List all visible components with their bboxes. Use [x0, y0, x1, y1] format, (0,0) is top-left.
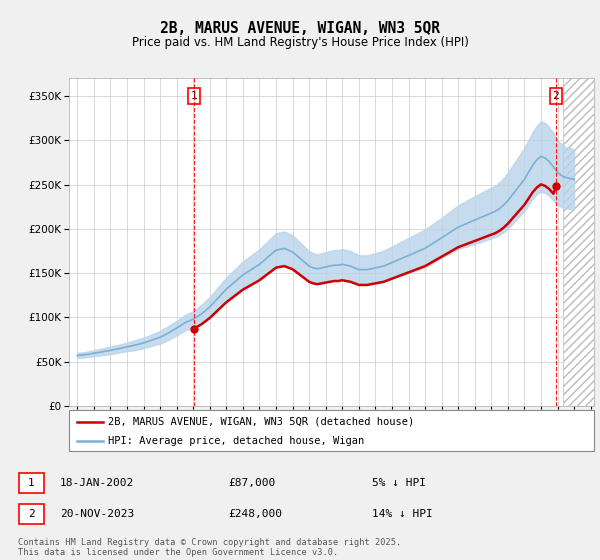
Text: 2B, MARUS AVENUE, WIGAN, WN3 5QR (detached house): 2B, MARUS AVENUE, WIGAN, WN3 5QR (detach…	[109, 417, 415, 427]
Text: 1: 1	[191, 91, 197, 101]
Text: 2B, MARUS AVENUE, WIGAN, WN3 5QR: 2B, MARUS AVENUE, WIGAN, WN3 5QR	[160, 21, 440, 36]
FancyBboxPatch shape	[19, 504, 44, 524]
Text: Price paid vs. HM Land Registry's House Price Index (HPI): Price paid vs. HM Land Registry's House …	[131, 36, 469, 49]
Text: £248,000: £248,000	[228, 509, 282, 519]
Text: 2: 2	[28, 509, 35, 519]
FancyBboxPatch shape	[19, 473, 44, 493]
Text: £87,000: £87,000	[228, 478, 275, 488]
Text: Contains HM Land Registry data © Crown copyright and database right 2025.
This d: Contains HM Land Registry data © Crown c…	[18, 538, 401, 557]
Text: 1: 1	[28, 478, 35, 488]
Text: HPI: Average price, detached house, Wigan: HPI: Average price, detached house, Wiga…	[109, 436, 365, 446]
Text: 5% ↓ HPI: 5% ↓ HPI	[372, 478, 426, 488]
Text: 14% ↓ HPI: 14% ↓ HPI	[372, 509, 433, 519]
Text: 20-NOV-2023: 20-NOV-2023	[60, 509, 134, 519]
Text: 18-JAN-2002: 18-JAN-2002	[60, 478, 134, 488]
FancyBboxPatch shape	[69, 410, 594, 451]
Text: 2: 2	[553, 91, 559, 101]
